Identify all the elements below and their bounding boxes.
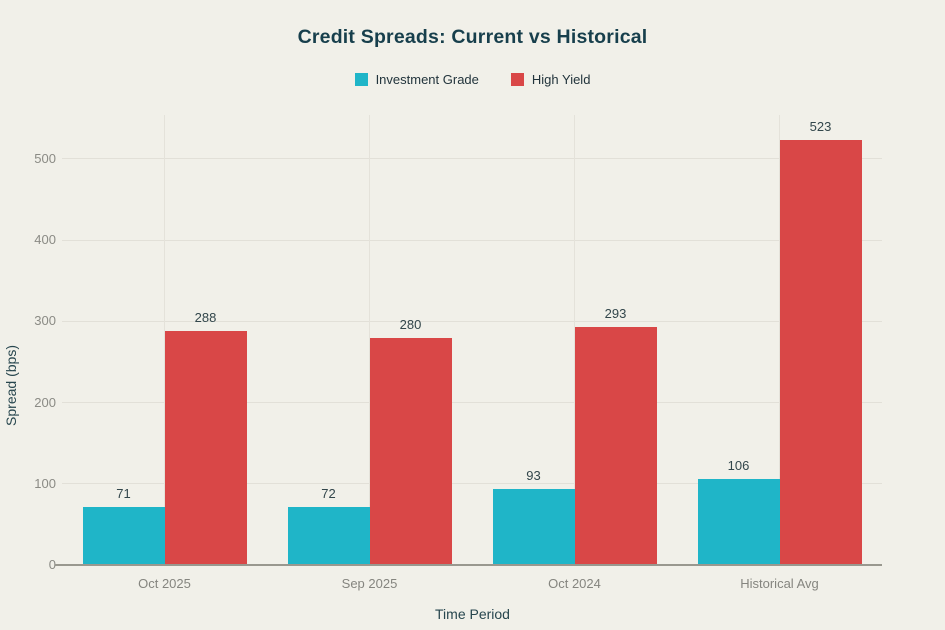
bar-investment-grade — [697, 478, 780, 565]
x-category-label: Oct 2024 — [548, 576, 601, 591]
legend-swatch — [510, 73, 524, 86]
x-axis-title: Time Period — [435, 606, 510, 622]
y-gridline — [62, 483, 882, 485]
y-tick-label: 500 — [34, 150, 56, 166]
x-category-label: Oct 2025 — [138, 576, 191, 591]
y-tick-label: 400 — [34, 232, 56, 248]
y-tick-label: 0 — [48, 557, 56, 572]
x-category-label: Historical Avg — [740, 576, 819, 591]
legend-label: High Yield — [531, 72, 591, 87]
x-axis-line — [55, 564, 882, 566]
bar-value-label: 288 — [194, 310, 217, 326]
y-gridline — [62, 402, 882, 404]
bar-investment-grade — [492, 489, 575, 565]
bar-value-label: 72 — [321, 485, 336, 501]
bar-value-label: 93 — [526, 468, 541, 484]
y-gridline — [62, 320, 882, 322]
plot-area: 0 100 200 300 400 500 Oct 2025 71 288 Sep 2025 72 2… — [34, 115, 882, 591]
bar-value-label: 280 — [399, 316, 422, 332]
legend: Investment Grade High Yield — [0, 72, 945, 87]
bar-value-label: 71 — [116, 486, 131, 502]
y-gridline — [62, 239, 882, 241]
chart-title: Credit Spreads: Current vs Historical — [297, 26, 648, 48]
legend-swatch — [354, 73, 368, 86]
bar-investment-grade — [287, 506, 370, 565]
legend-label: Investment Grade — [375, 72, 479, 87]
bar-value-label: 293 — [604, 306, 627, 322]
y-gridline — [62, 158, 882, 160]
bar-value-label: 106 — [727, 457, 750, 473]
bar-high-yield — [779, 140, 862, 565]
legend-item: High Yield — [510, 72, 591, 87]
bar-high-yield — [164, 331, 247, 565]
bar-investment-grade — [82, 507, 165, 565]
y-tick-label: 200 — [34, 394, 56, 410]
y-tick-label: 300 — [34, 313, 56, 329]
bar-high-yield — [369, 337, 452, 565]
y-tick-label: 100 — [34, 475, 56, 491]
legend-item: Investment Grade — [354, 72, 479, 87]
bar-high-yield — [574, 327, 657, 565]
x-category-label: Sep 2025 — [341, 576, 398, 591]
bar-value-label: 523 — [809, 119, 832, 135]
